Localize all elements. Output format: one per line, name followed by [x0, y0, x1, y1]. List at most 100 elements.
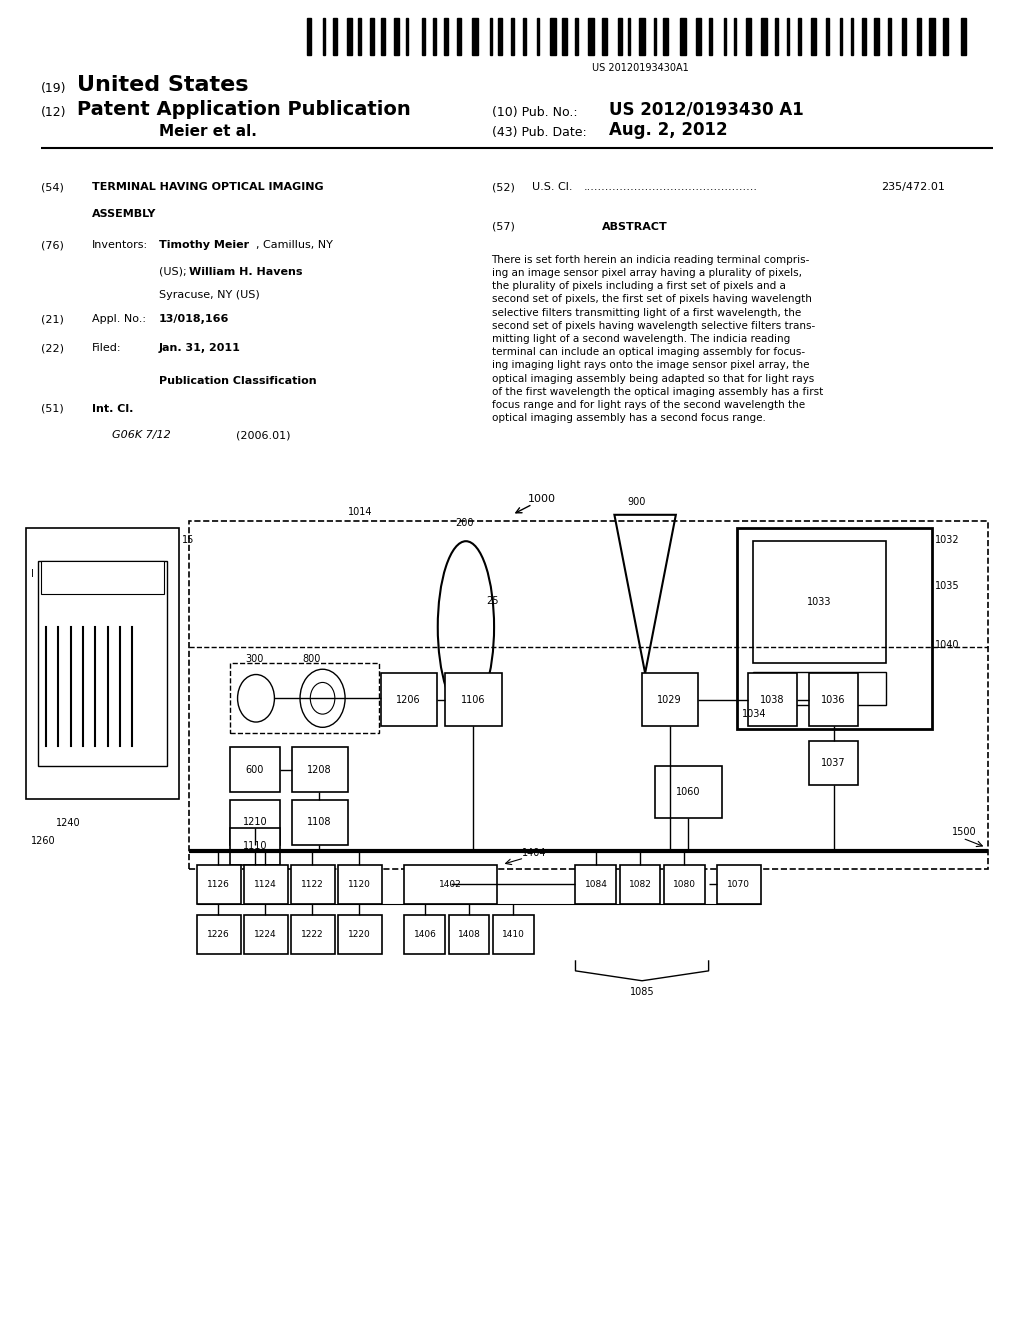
Bar [724, 18, 726, 55]
Text: 235/472.01: 235/472.01 [881, 182, 944, 193]
Bar [710, 18, 713, 55]
Bar [746, 18, 751, 55]
Text: ABSTRACT: ABSTRACT [602, 222, 668, 232]
Text: Appl. No.:: Appl. No.: [92, 314, 146, 325]
FancyBboxPatch shape [445, 673, 502, 726]
FancyBboxPatch shape [291, 915, 335, 954]
FancyBboxPatch shape [381, 673, 437, 726]
Text: 1038: 1038 [760, 694, 784, 705]
Text: (76): (76) [41, 240, 63, 251]
Text: (51): (51) [41, 404, 63, 414]
Bar [761, 18, 767, 55]
Text: (19): (19) [41, 82, 67, 95]
FancyBboxPatch shape [291, 865, 335, 904]
Bar [523, 18, 525, 55]
Text: 200: 200 [456, 517, 474, 528]
Bar [433, 18, 436, 55]
FancyBboxPatch shape [404, 865, 497, 904]
Bar [628, 18, 630, 55]
Text: 1220: 1220 [348, 931, 371, 939]
FancyBboxPatch shape [620, 865, 660, 904]
Bar [617, 18, 622, 55]
Text: 1029: 1029 [657, 694, 682, 705]
Text: 1120: 1120 [348, 880, 371, 888]
FancyBboxPatch shape [404, 915, 445, 954]
Text: ................................................: ........................................… [584, 182, 758, 193]
FancyBboxPatch shape [664, 865, 705, 904]
FancyBboxPatch shape [737, 528, 932, 729]
Bar [861, 18, 865, 55]
Bar [916, 18, 921, 55]
Text: 1226: 1226 [207, 931, 229, 939]
FancyBboxPatch shape [244, 915, 288, 954]
Text: (12): (12) [41, 106, 67, 119]
Bar [588, 18, 594, 55]
Bar [929, 18, 935, 55]
Text: U.S. Cl.: U.S. Cl. [532, 182, 573, 193]
Text: Filed:: Filed: [92, 343, 122, 354]
Bar [511, 18, 514, 55]
Bar [602, 18, 607, 55]
Text: Timothy Meier: Timothy Meier [159, 240, 249, 251]
Bar [457, 18, 461, 55]
FancyBboxPatch shape [809, 741, 858, 785]
FancyBboxPatch shape [338, 915, 382, 954]
Text: (2006.01): (2006.01) [236, 430, 290, 441]
FancyBboxPatch shape [753, 672, 886, 705]
Bar [902, 18, 905, 55]
Text: 1037: 1037 [821, 758, 846, 768]
Bar [574, 18, 579, 55]
Text: 25: 25 [486, 595, 499, 606]
Bar [422, 18, 425, 55]
Text: 1080: 1080 [673, 880, 695, 888]
Text: 15: 15 [182, 535, 195, 545]
Text: 1014: 1014 [348, 507, 373, 517]
Text: 1122: 1122 [301, 880, 324, 888]
Text: 1036: 1036 [821, 694, 846, 705]
FancyBboxPatch shape [230, 828, 280, 865]
Bar [394, 18, 398, 55]
FancyBboxPatch shape [230, 800, 280, 845]
Bar [323, 18, 326, 55]
Bar [333, 18, 337, 55]
Text: 800: 800 [302, 653, 321, 664]
Text: William H. Havens: William H. Havens [189, 267, 303, 277]
Text: 1082: 1082 [629, 880, 651, 888]
Bar [811, 18, 816, 55]
Text: (52): (52) [492, 182, 514, 193]
Text: 1034: 1034 [742, 709, 767, 719]
Text: 1000: 1000 [527, 494, 555, 504]
FancyBboxPatch shape [338, 865, 382, 904]
Bar [472, 18, 478, 55]
Text: (54): (54) [41, 182, 63, 193]
Bar [943, 18, 948, 55]
Bar [358, 18, 361, 55]
Ellipse shape [438, 541, 495, 713]
Text: 1084: 1084 [585, 880, 607, 888]
Text: 1032: 1032 [935, 535, 959, 545]
Text: (21): (21) [41, 314, 63, 325]
Bar [307, 18, 310, 55]
Text: Int. Cl.: Int. Cl. [92, 404, 133, 414]
FancyBboxPatch shape [575, 865, 616, 904]
Text: 1108: 1108 [307, 817, 332, 828]
Bar [489, 18, 493, 55]
Text: Meier et al.: Meier et al. [159, 124, 257, 139]
Text: 1224: 1224 [254, 931, 276, 939]
FancyBboxPatch shape [26, 528, 179, 799]
Bar [825, 18, 829, 55]
Text: 900: 900 [628, 496, 646, 507]
Bar [406, 18, 409, 55]
Text: 1070: 1070 [727, 880, 750, 888]
Bar [962, 18, 966, 55]
Text: 1126: 1126 [207, 880, 229, 888]
FancyBboxPatch shape [244, 865, 288, 904]
Bar [444, 18, 447, 55]
Text: , Camillus, NY: , Camillus, NY [256, 240, 333, 251]
Text: 1406: 1406 [414, 931, 436, 939]
Text: (57): (57) [492, 222, 514, 232]
Text: 1110: 1110 [243, 841, 267, 851]
Text: ASSEMBLY: ASSEMBLY [92, 209, 157, 219]
Bar [775, 18, 778, 55]
Bar [639, 18, 645, 55]
